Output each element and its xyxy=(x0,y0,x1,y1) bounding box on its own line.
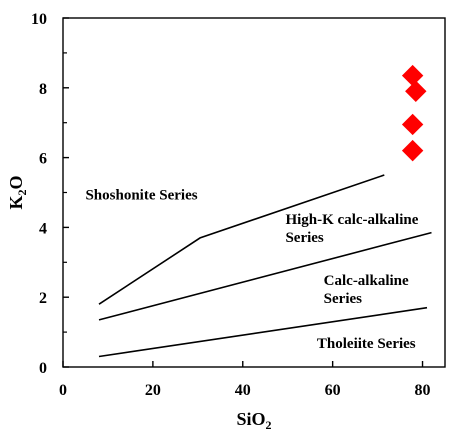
x-tick-label: 40 xyxy=(235,382,251,399)
y-tick-label: 2 xyxy=(39,290,47,307)
field-labels: Shoshonite Series High-K calc-alkaline Ser… xyxy=(85,187,418,351)
field-label: High-K calc-alkaline Series xyxy=(285,212,418,246)
y-tick-label: 0 xyxy=(39,360,47,377)
data-point xyxy=(405,80,427,102)
y-axis-title: K2O xyxy=(6,175,29,209)
data-point xyxy=(401,139,424,162)
x-axis-title: SiO2 xyxy=(236,409,271,432)
boundary-line xyxy=(98,231,432,321)
x-tick-label: 0 xyxy=(59,382,67,399)
data-points xyxy=(401,64,427,162)
y-tick-label: 10 xyxy=(31,11,47,28)
x-tick-label: 80 xyxy=(415,382,431,399)
data-point xyxy=(401,64,424,87)
y-tick-label: 4 xyxy=(39,220,47,237)
field-label: Calc-alkaline Series xyxy=(324,273,409,307)
boundary-line xyxy=(98,306,428,358)
field-label: Shoshonite Series xyxy=(85,187,197,203)
x-tick-label: 60 xyxy=(325,382,341,399)
axis-ticks: 0 20 40 60 80 0 2 4 6 8 10 xyxy=(31,11,431,399)
y-tick-label: 8 xyxy=(39,81,47,98)
y-tick-label: 6 xyxy=(39,151,47,168)
field-label: Tholeiite Series xyxy=(317,336,416,352)
data-point xyxy=(401,113,424,136)
x-tick-label: 20 xyxy=(145,382,161,399)
series-boundaries xyxy=(98,174,432,358)
boundary-line xyxy=(98,174,385,305)
